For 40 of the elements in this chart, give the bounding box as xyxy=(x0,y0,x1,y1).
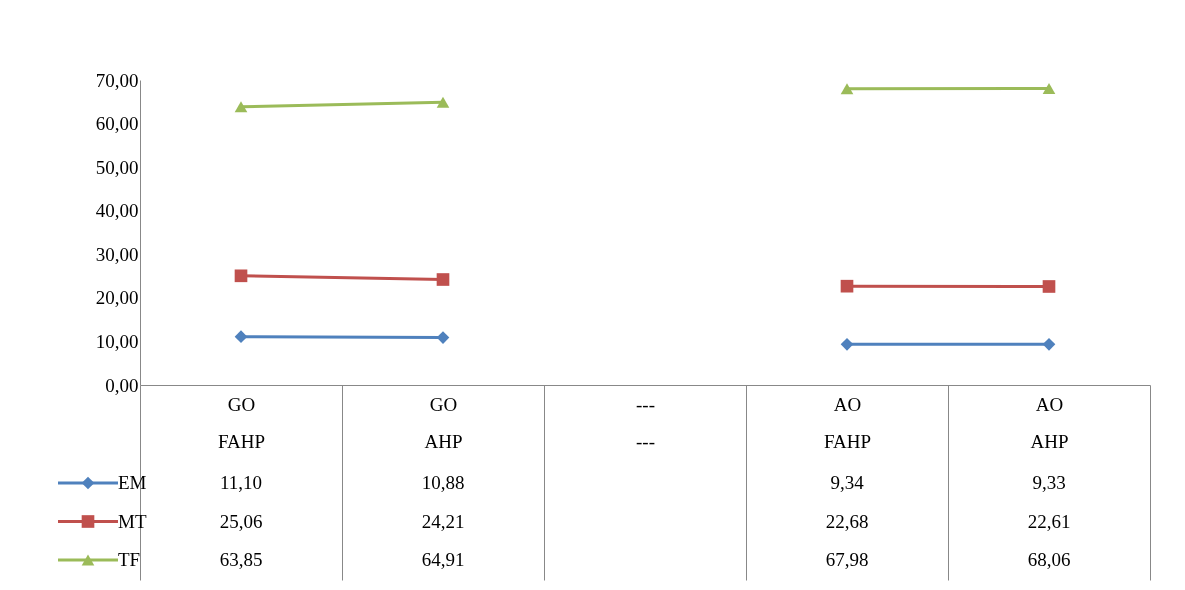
data-label: 68,06 xyxy=(1027,549,1071,570)
data-label: 11,10 xyxy=(219,472,263,493)
point xyxy=(840,279,854,293)
point xyxy=(1042,338,1056,351)
data-label: 10,88 xyxy=(421,472,465,493)
data-label: 9,34 xyxy=(830,472,865,493)
x-tick-label: AO AHP xyxy=(1030,393,1069,452)
x-tick-label: AO FAHP xyxy=(823,393,872,452)
legend-label: TF xyxy=(118,549,141,570)
point xyxy=(436,96,450,108)
data-label: 24,21 xyxy=(421,510,465,532)
point xyxy=(234,330,248,343)
y-tick-label: 10,00 xyxy=(95,330,139,352)
y-tick-label: 40,00 xyxy=(95,200,139,222)
data-label: 22,68 xyxy=(825,510,869,532)
data-label: 9,33 xyxy=(1032,472,1066,493)
point xyxy=(1042,82,1056,94)
legend-label: MT xyxy=(118,510,147,532)
y-tick-label: 60,00 xyxy=(95,113,139,135)
point xyxy=(234,101,248,113)
y-tick-label: 70,00 xyxy=(95,69,139,91)
point xyxy=(840,337,854,351)
y-tick-label: 20,00 xyxy=(95,287,139,309)
data-label: 25,06 xyxy=(219,510,263,532)
data-label: 63,85 xyxy=(219,549,263,570)
legend-label: EM xyxy=(118,472,147,493)
x-tick-label: GO AHP xyxy=(424,393,463,452)
data-label: 22,61 xyxy=(1027,510,1071,532)
y-tick-label: 30,00 xyxy=(95,243,139,265)
point xyxy=(436,273,450,286)
data-label: 64,91 xyxy=(421,549,465,570)
y-tick-label: 0,00 xyxy=(105,374,139,396)
data-label: 67,98 xyxy=(825,549,869,570)
point xyxy=(436,331,450,344)
x-tick-label: --- --- xyxy=(636,393,655,452)
point xyxy=(234,269,248,283)
point xyxy=(1042,280,1056,293)
y-tick-label: 50,00 xyxy=(95,156,139,178)
point xyxy=(840,83,854,95)
x-tick-label: GO FAHP xyxy=(217,393,266,452)
